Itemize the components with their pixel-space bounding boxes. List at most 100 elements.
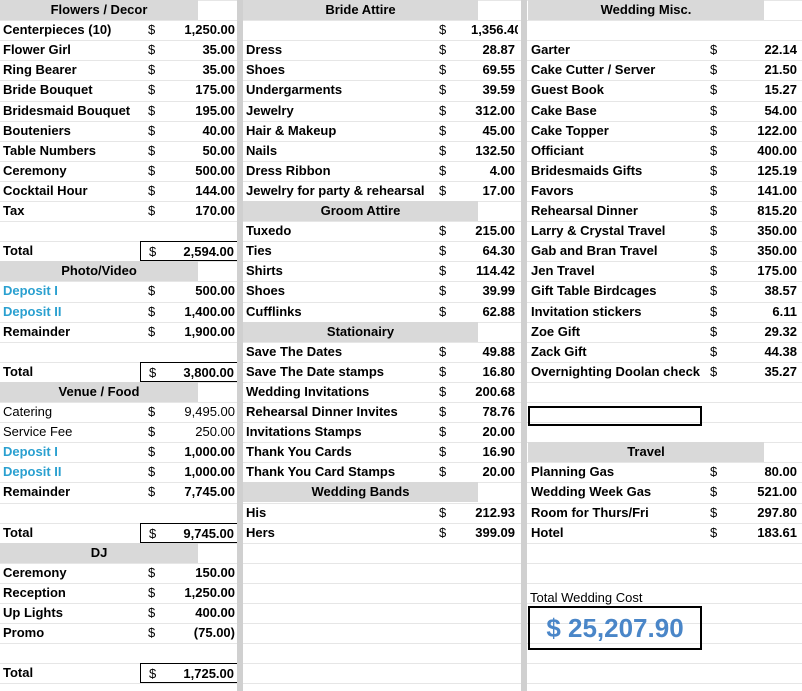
row-label[interactable]: Ring Bearer (3, 62, 77, 77)
row-label[interactable]: Tax (3, 203, 25, 218)
dollar-sign[interactable]: $ (439, 42, 447, 57)
header-stationairy[interactable]: Stationairy (243, 322, 478, 342)
row-label[interactable]: Favors (531, 183, 574, 198)
dollar-sign[interactable]: $ (710, 464, 718, 479)
dollar-sign[interactable]: $ (148, 585, 156, 600)
row-label[interactable]: Shoes (246, 62, 286, 77)
amount[interactable]: 22.14 (764, 42, 797, 57)
amount[interactable]: 1,250.00 (184, 22, 235, 37)
amount[interactable]: 1,900.00 (184, 324, 235, 339)
amount[interactable]: 78.76 (482, 404, 515, 419)
dollar-sign[interactable]: $ (710, 223, 718, 238)
dollar-sign[interactable]: $ (439, 263, 447, 278)
row-label[interactable]: Deposit II (3, 304, 62, 319)
header-groom-attire[interactable]: Groom Attire (243, 201, 478, 221)
amount[interactable] (471, 201, 518, 221)
row-label[interactable]: Gift Table Birdcages (531, 283, 657, 298)
amount[interactable]: 28.87 (482, 42, 515, 57)
dollar-sign[interactable]: $ (439, 364, 447, 379)
amount[interactable]: 141.00 (757, 183, 797, 198)
row-label[interactable]: Dress (246, 42, 283, 57)
header-venue-food[interactable]: Venue / Food (0, 382, 198, 402)
row-label[interactable]: Service Fee (3, 424, 73, 439)
total-amount[interactable]: 2,594.00 (180, 241, 238, 261)
dollar-sign[interactable]: $ (148, 404, 156, 419)
amount[interactable]: 49.88 (482, 344, 515, 359)
row-label[interactable]: Catering (3, 404, 53, 419)
amount[interactable]: 1,000.00 (184, 444, 235, 459)
amount[interactable]: 122.00 (757, 123, 797, 138)
row-label[interactable]: Up Lights (3, 605, 63, 620)
dollar-sign[interactable]: $ (439, 62, 447, 77)
dollar-sign[interactable]: $ (148, 143, 156, 158)
dollar-sign[interactable]: $ (439, 344, 447, 359)
amount[interactable]: 7,745.00 (184, 484, 235, 499)
total-amount[interactable]: 1,725.00 (180, 663, 238, 683)
dollar-sign[interactable]: $ (439, 384, 447, 399)
row-label[interactable]: Table Numbers (3, 143, 96, 158)
header-dj[interactable]: DJ (0, 543, 198, 563)
row-label[interactable]: Rehearsal Dinner (531, 203, 638, 218)
dollar-sign[interactable]: $ (710, 364, 718, 379)
row-label[interactable]: Bridesmaid Bouquet (3, 103, 131, 118)
dollar-sign[interactable]: $ (148, 203, 156, 218)
row-label[interactable]: Bride Bouquet (3, 82, 93, 97)
row-label[interactable]: Jewelry (246, 103, 294, 118)
row-label[interactable]: Wedding Week Gas (531, 484, 652, 499)
row-label[interactable]: Undergarments (246, 82, 343, 97)
total-label[interactable]: Total (3, 243, 34, 258)
dollar-sign[interactable]: $ (439, 163, 447, 178)
amount[interactable]: 399.09 (475, 525, 515, 540)
dollar-sign[interactable]: $ (439, 525, 447, 540)
amount[interactable]: 170.00 (195, 203, 235, 218)
dollar-sign[interactable]: $ (439, 404, 447, 419)
row-label[interactable]: Planning Gas (531, 464, 615, 479)
row-label[interactable]: Rehearsal Dinner Invites (246, 404, 398, 419)
dollar-sign[interactable]: $ (439, 243, 447, 258)
amount[interactable]: 20.00 (482, 424, 515, 439)
amount[interactable]: 80.00 (764, 464, 797, 479)
amount[interactable]: 350.00 (757, 223, 797, 238)
row-label[interactable]: Reception (3, 585, 66, 600)
row-label[interactable]: Jewelry for party & rehearsal (246, 183, 425, 198)
dollar-sign[interactable]: $ (710, 344, 718, 359)
row-label[interactable]: Remainder (3, 324, 71, 339)
header-photo-video[interactable]: Photo/Video (0, 261, 198, 281)
amount[interactable]: 183.61 (757, 525, 797, 540)
row-label[interactable]: Hotel (531, 525, 564, 540)
dollar-sign[interactable]: $ (710, 203, 718, 218)
row-label[interactable]: Centerpieces (10) (3, 22, 112, 37)
dollar-sign[interactable]: $ (710, 263, 718, 278)
dollar-sign[interactable]: $ (148, 484, 156, 499)
row-label[interactable]: Ceremony (3, 163, 67, 178)
amount[interactable]: 17.00 (482, 183, 515, 198)
row-label[interactable]: Bouteniers (3, 123, 71, 138)
row-label[interactable]: Ceremony (3, 565, 67, 580)
amount[interactable]: 38.57 (764, 283, 797, 298)
amount[interactable]: 312.00 (475, 103, 515, 118)
row-label[interactable]: Hair & Makeup (246, 123, 337, 138)
row-label[interactable]: Guest Book (531, 82, 604, 97)
dollar-sign[interactable]: $ (439, 505, 447, 520)
dollar-sign[interactable]: $ (439, 82, 447, 97)
amount[interactable]: 500.00 (195, 163, 235, 178)
row-label[interactable]: Save The Dates (246, 344, 343, 359)
total-label[interactable]: Total (3, 525, 34, 540)
dollar-sign[interactable]: $ (148, 163, 156, 178)
row-label[interactable]: Gab and Bran Travel (531, 243, 658, 258)
dollar-sign[interactable]: $ (710, 505, 718, 520)
dollar-sign[interactable]: $ (148, 103, 156, 118)
row-label[interactable] (243, 20, 431, 40)
amount[interactable]: 16.80 (482, 364, 515, 379)
dollar-sign[interactable]: $ (148, 62, 156, 77)
amount[interactable]: 400.00 (757, 143, 797, 158)
row-label[interactable]: Officiant (531, 143, 584, 158)
dollar-sign[interactable]: $ (148, 183, 156, 198)
row-label[interactable]: Garter (531, 42, 571, 57)
amount[interactable]: 39.99 (482, 283, 515, 298)
dollar-sign[interactable]: $ (148, 424, 156, 439)
dollar-sign[interactable]: $ (439, 424, 447, 439)
amount[interactable]: 150.00 (195, 565, 235, 580)
amount[interactable]: 815.20 (757, 203, 797, 218)
dollar-sign[interactable]: $ (710, 324, 718, 339)
